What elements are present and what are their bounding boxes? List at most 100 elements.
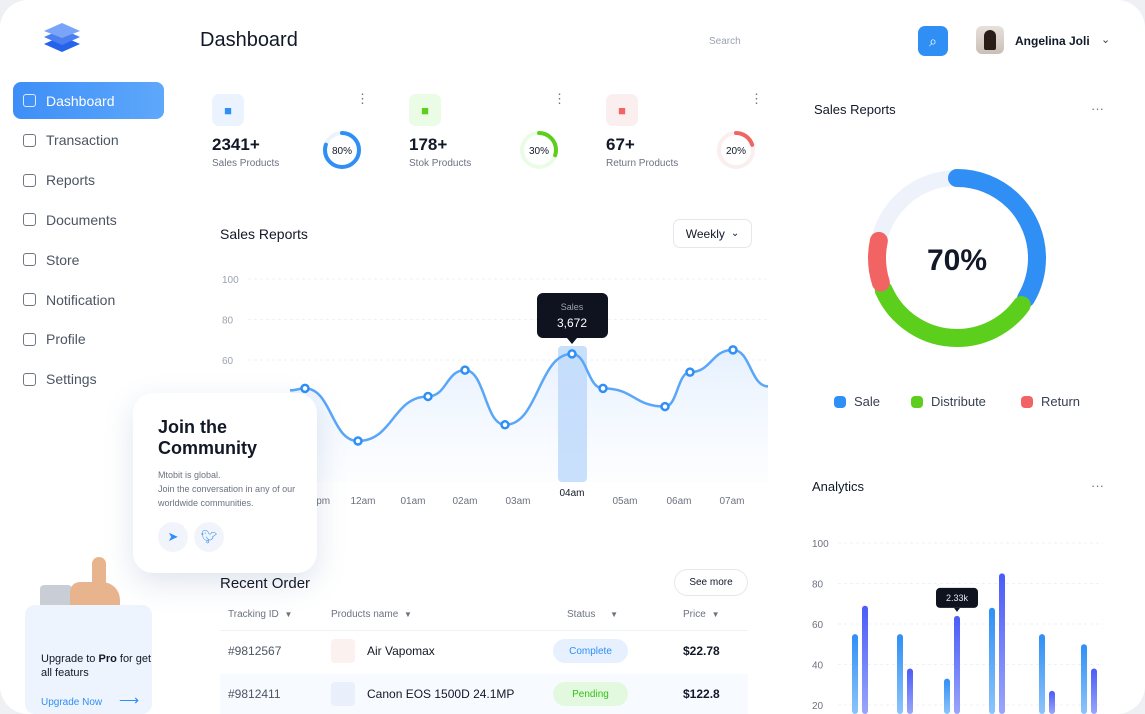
status-badge: Complete [553,639,628,663]
column-header[interactable]: Products name ▼ [331,609,412,620]
tooltip [537,293,608,338]
data-point [660,401,670,412]
bar [954,615,960,714]
sidebar-item-transaction[interactable]: Transaction [13,122,164,159]
stat-icon: ■ [409,94,441,126]
donut-segment-distribute [868,169,1046,347]
bar-tooltip [936,587,978,608]
tooltip-arrow [567,338,577,344]
stat-icon: ■ [606,94,638,126]
stat-label: Stok Products [409,158,472,169]
ring-fill [323,131,361,169]
x-tick-label: 07am [719,496,744,507]
divider [220,630,748,631]
sidebar-item-label: Transaction [46,132,119,149]
sidebar-item-label: Notification [46,291,116,308]
tooltip-label: Sales [561,302,584,312]
upgrade-pro: Pro [98,653,117,665]
product-image [331,682,355,706]
stat-progress-ring: 30% [520,131,558,169]
y-tick-label: 80 [812,580,824,591]
bar [1049,690,1055,714]
x-tick-label: 03am [505,496,530,507]
stat-value: 2341+ [212,135,260,154]
table-row[interactable]: #9812411 Canon EOS 1500D 24.1MP Pending … [220,674,748,714]
x-tick-label: 05am [612,496,637,507]
x-tick-label: 04am [559,488,584,499]
chevron-down-icon[interactable]: ⌄ [1101,34,1111,46]
analytics-title: Analytics [812,479,865,494]
bar [907,668,913,714]
see-more-button[interactable]: See more [674,569,748,596]
more-vertical-icon[interactable]: ⋮ [553,91,566,106]
user-name[interactable]: Angelina Joli [1015,34,1090,48]
donut-center-label: 70% [927,244,987,277]
more-vertical-icon[interactable]: ⋮ [356,91,369,106]
sidebar-item-reports[interactable]: Reports [13,162,164,199]
period-dropdown[interactable]: Weekly ⌄ [673,219,752,248]
tooltip-value: 3,672 [557,316,587,330]
bar [1081,644,1087,714]
y-tick-label: 80 [222,316,234,327]
community-title: Join the Community [158,417,257,458]
search-icon: ⌕ [929,32,937,49]
community-line2: Join the conversation in any of our worl… [158,484,296,508]
y-tick-label: 20 [812,701,824,712]
twitter-icon[interactable]: 🐦︎ [194,522,224,552]
legend-swatch [911,395,923,408]
data-point [300,383,310,394]
y-tick-label: 60 [812,620,824,631]
y-tick-label: 100 [812,539,829,550]
x-tick-label: 11pm [306,496,330,507]
table-row[interactable]: #9812567 Air Vapomax Complete $22.78 [220,631,748,671]
bar [989,607,995,714]
sidebar-item-profile[interactable]: Profile [13,321,164,358]
bar [897,634,903,714]
donut-segment-sale [868,169,1046,347]
more-icon[interactable]: ··· [1091,101,1104,116]
bar [999,573,1005,714]
bar [1039,634,1045,714]
more-icon[interactable]: ··· [1091,478,1104,493]
legend-swatch [1021,395,1033,408]
area-fill [290,349,768,482]
bar [852,634,858,714]
ring-label: 20% [726,146,746,157]
telegram-icon[interactable]: ➤ [158,522,188,552]
upgrade-now-link[interactable]: Upgrade Now ⟶ [41,692,140,708]
sort-down-icon: ▼ [284,610,293,619]
column-header[interactable]: Status ▼ [567,609,619,620]
data-point [423,391,433,402]
sidebar-item-notification[interactable]: Notification [13,281,164,318]
status-badge: Pending [553,682,628,706]
sales-donut-chart: 70% [868,169,1046,347]
avatar[interactable] [976,26,1004,54]
column-header[interactable]: Price ▼ [683,609,720,620]
product-name: Canon EOS 1500D 24.1MP [367,687,515,701]
sidebar-item-settings[interactable]: Settings [13,361,164,398]
stat-icon: ■ [212,94,244,126]
sidebar-item-label: Reports [46,172,96,189]
column-header[interactable]: Tracking ID ▼ [228,609,293,620]
upgrade-text: Upgrade to [41,653,99,665]
y-tick-label: 40 [812,661,824,672]
ring-label: 80% [332,146,352,157]
x-tick-label: 06am [666,496,691,507]
sidebar-item-store[interactable]: Store [13,241,164,278]
page-title: Dashboard [200,29,298,51]
search-button[interactable]: ⌕ [918,26,948,56]
sidebar-item-label: Documents [46,211,117,228]
price: $22.78 [683,644,720,658]
donut-segment-return [868,169,1046,347]
bar [944,678,950,714]
sidebar-item-documents[interactable]: Documents [13,201,164,238]
more-vertical-icon[interactable]: ⋮ [750,91,763,106]
data-point [460,365,470,375]
search-input[interactable]: Search [709,36,741,47]
user-icon [23,332,36,346]
sidebar-item-label: Dashboard [46,92,115,109]
sidebar-item-dashboard[interactable]: Dashboard [13,82,164,119]
logo-icon [44,23,80,52]
